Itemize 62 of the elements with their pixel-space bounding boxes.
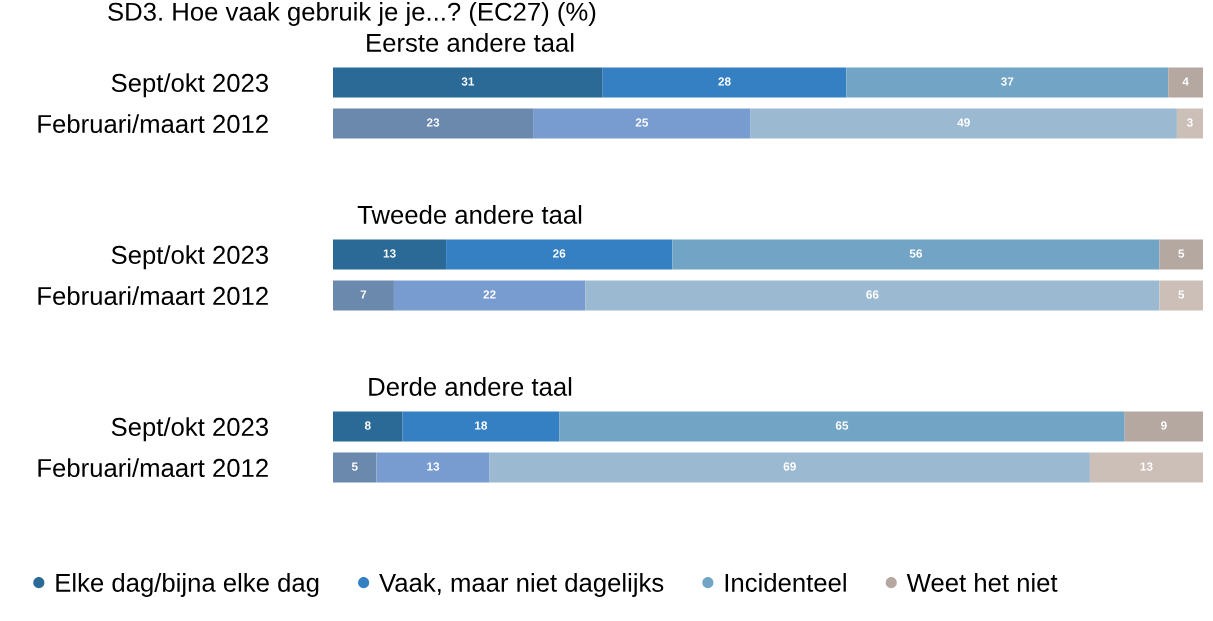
chart-title: SD3. Hoe vaak gebruik je je...? (EC27) (%) bbox=[108, 2, 596, 26]
bar bbox=[333, 280, 394, 311]
data-label: 4 bbox=[1182, 77, 1189, 86]
data-label: 8 bbox=[364, 421, 371, 430]
data-label: 28 bbox=[718, 77, 731, 86]
data-label: 56 bbox=[909, 249, 923, 258]
bar bbox=[846, 67, 1169, 98]
data-label: 65 bbox=[835, 421, 849, 430]
legend-label: Incidenteel bbox=[725, 573, 846, 592]
bar bbox=[446, 239, 673, 270]
bar bbox=[585, 280, 1160, 311]
y-tick-label: Sept/okt 2023 bbox=[111, 73, 268, 98]
data-label: 66 bbox=[866, 290, 879, 299]
legend-label: Vaak, maar niet dagelijks bbox=[379, 573, 664, 597]
y-tick-label: Februari/maart 2012 bbox=[38, 286, 268, 306]
bar bbox=[333, 239, 447, 270]
bar bbox=[1176, 108, 1203, 139]
bar bbox=[333, 411, 403, 442]
bar bbox=[393, 280, 586, 311]
legend-label: Elke dag/bijna elke dag bbox=[56, 573, 319, 597]
bar bbox=[559, 411, 1125, 442]
data-label: 7 bbox=[360, 290, 367, 299]
data-label: 5 bbox=[1178, 249, 1185, 258]
bar bbox=[672, 239, 1160, 270]
bar bbox=[333, 67, 603, 98]
data-label: 31 bbox=[461, 77, 475, 86]
bar bbox=[402, 411, 560, 442]
data-label: 49 bbox=[957, 118, 970, 127]
y-tick-label: Februari/maart 2012 bbox=[38, 114, 268, 134]
data-label: 22 bbox=[483, 290, 496, 299]
chart-subtitle: Eerste andere taal bbox=[367, 33, 574, 52]
bar bbox=[1159, 280, 1203, 311]
chart-title: Derde andere taal bbox=[369, 377, 572, 396]
bar bbox=[333, 452, 377, 483]
bar bbox=[489, 452, 1090, 483]
data-label: 69 bbox=[783, 462, 796, 471]
bar bbox=[1089, 452, 1203, 483]
y-tick-label: Sept/okt 2023 bbox=[111, 245, 268, 270]
data-label: 18 bbox=[475, 421, 488, 430]
data-label: 5 bbox=[1178, 290, 1185, 299]
bar bbox=[602, 67, 847, 98]
data-label: 26 bbox=[553, 249, 566, 258]
bar bbox=[1124, 411, 1203, 442]
data-label: 37 bbox=[1000, 77, 1014, 86]
data-label: 3 bbox=[1186, 118, 1193, 127]
bar bbox=[376, 452, 490, 483]
bar bbox=[533, 108, 751, 139]
chart-title: Tweede andere taal bbox=[357, 205, 582, 224]
bar bbox=[333, 108, 534, 139]
data-label: 9 bbox=[1160, 421, 1167, 430]
bar bbox=[1168, 67, 1203, 98]
data-label: 25 bbox=[635, 118, 649, 127]
data-label: 5 bbox=[351, 462, 358, 471]
y-tick-label: Februari/maart 2012 bbox=[38, 458, 268, 478]
data-label: 13 bbox=[1140, 462, 1153, 471]
data-label: 13 bbox=[427, 462, 440, 471]
legend-label: Weet het niet bbox=[906, 573, 1058, 592]
data-label: 13 bbox=[383, 249, 396, 258]
bar bbox=[750, 108, 1177, 139]
data-label: 23 bbox=[426, 118, 440, 127]
bar bbox=[1159, 239, 1203, 270]
y-tick-label: Sept/okt 2023 bbox=[111, 417, 268, 442]
